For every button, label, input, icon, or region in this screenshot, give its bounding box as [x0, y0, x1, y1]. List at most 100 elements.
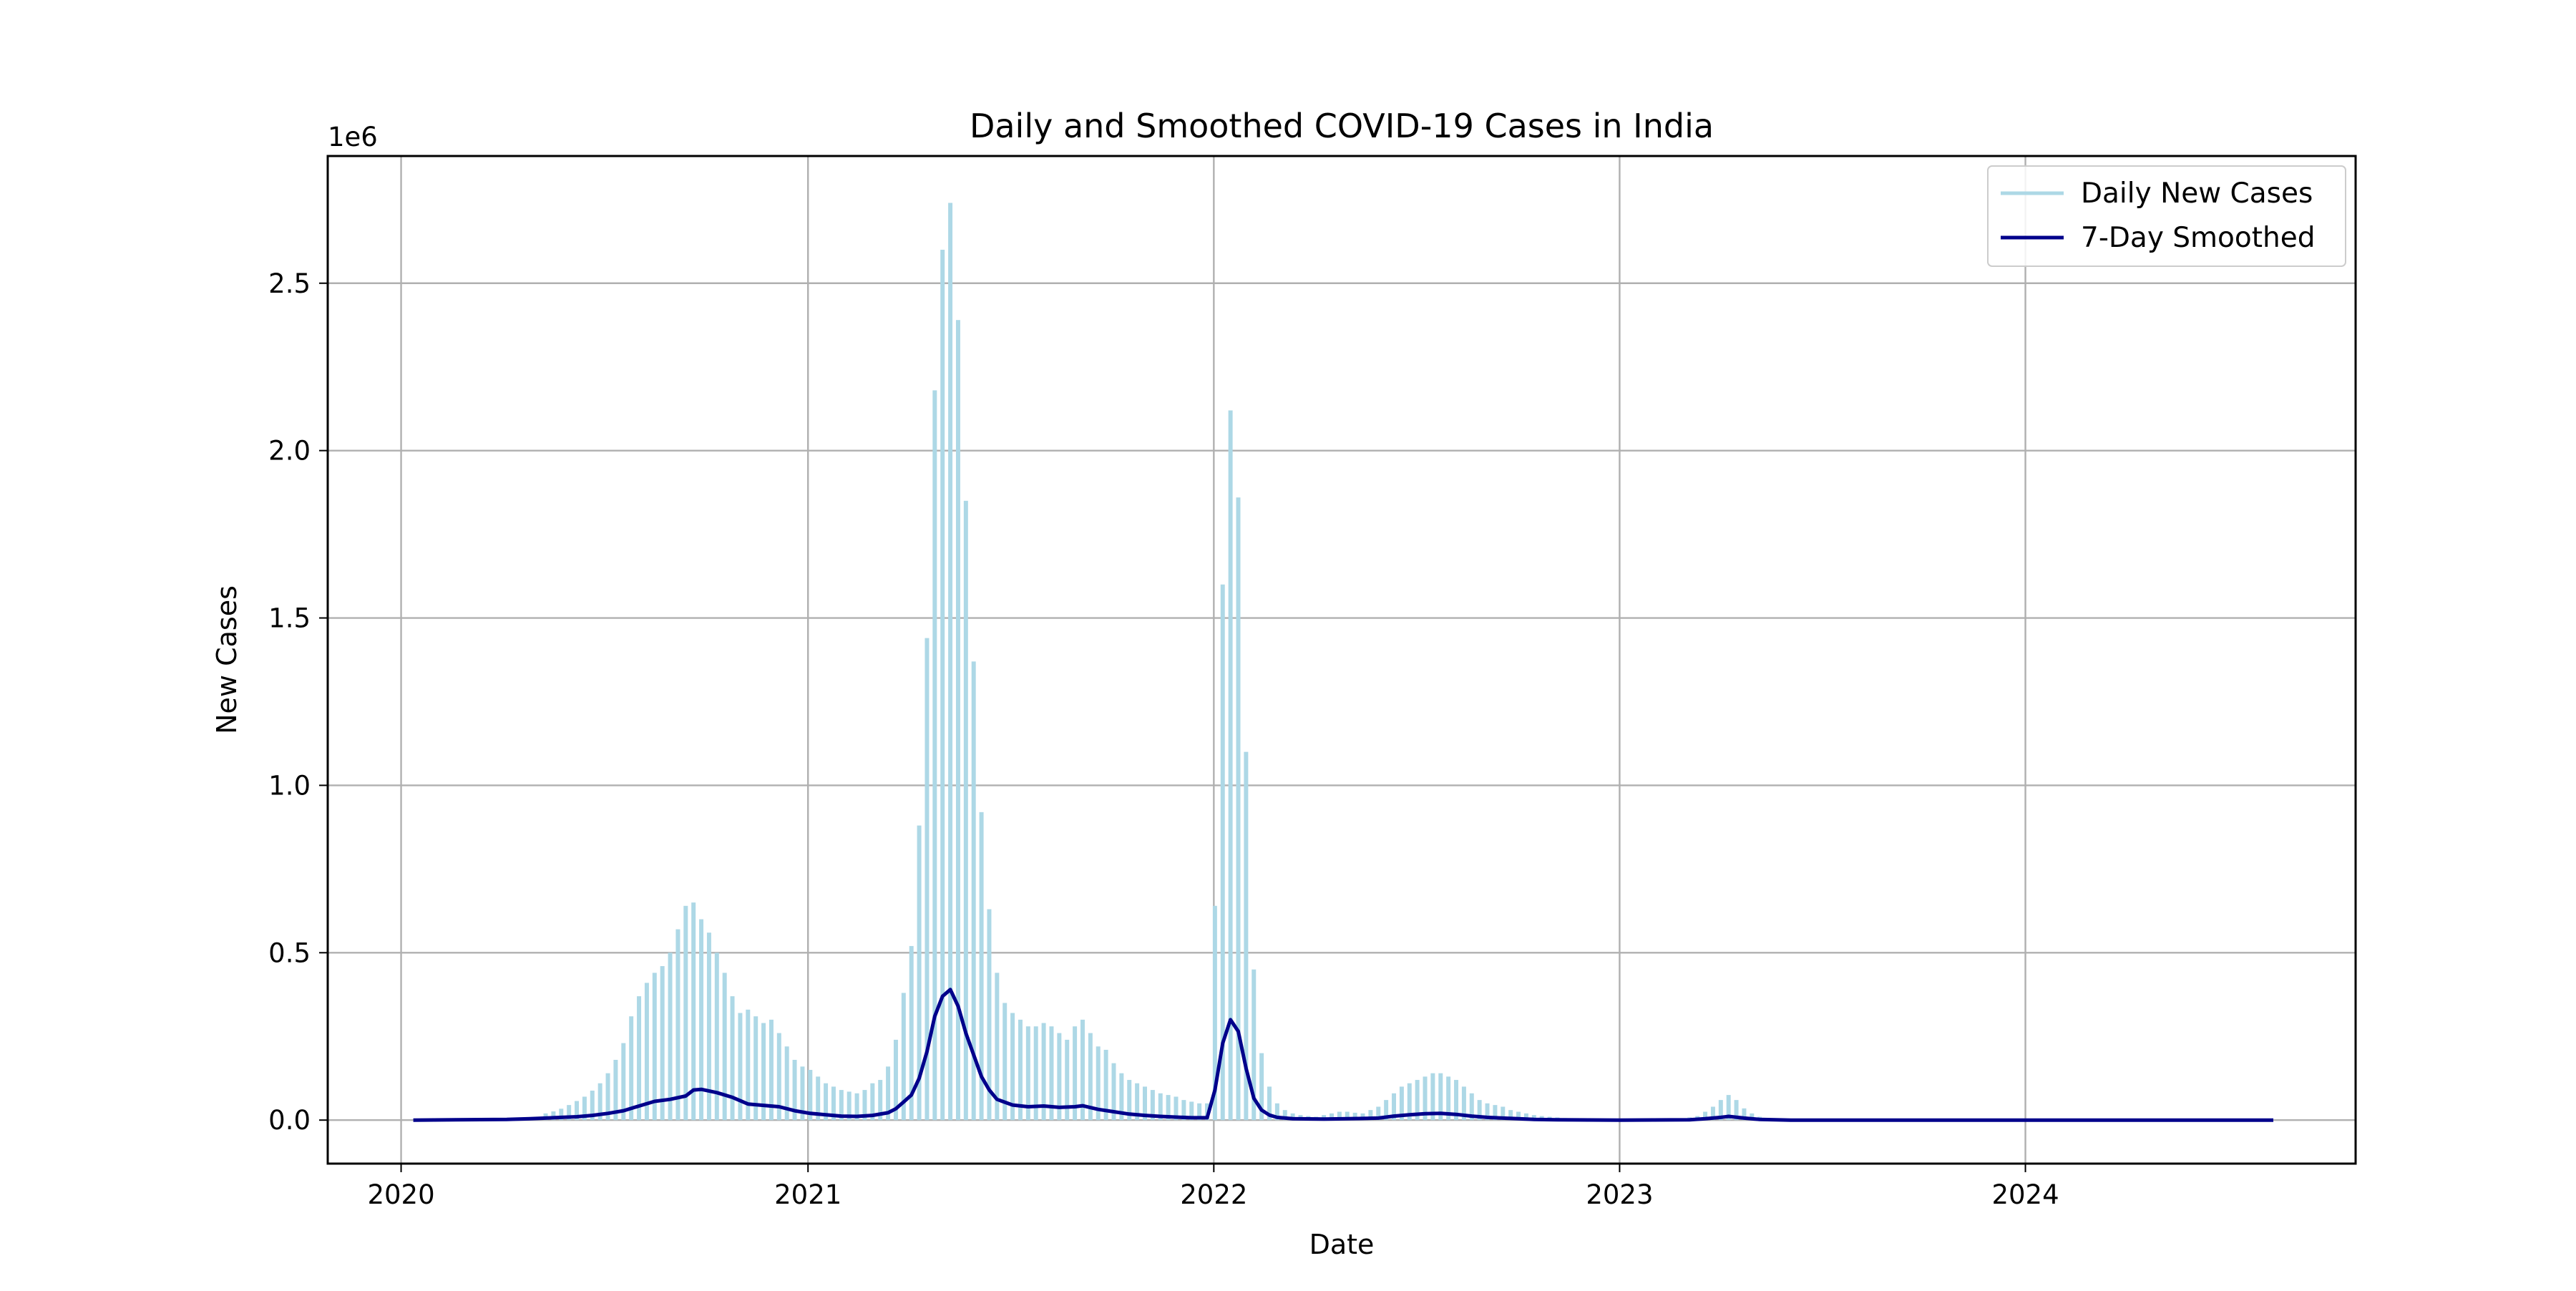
daily-bar	[738, 1013, 743, 1121]
daily-bar	[1189, 1101, 1194, 1121]
daily-bar	[1150, 1090, 1155, 1121]
y-axis-label: New Cases	[211, 585, 243, 734]
daily-bar	[1197, 1103, 1202, 1121]
daily-bar	[575, 1101, 580, 1121]
y-offset-label: 1e6	[328, 122, 378, 152]
daily-bar	[971, 661, 976, 1121]
daily-bar	[1158, 1093, 1163, 1121]
legend-label-smoothed: 7-Day Smoothed	[2081, 222, 2316, 254]
daily-bar	[800, 1066, 805, 1121]
daily-bar	[1415, 1080, 1420, 1121]
daily-bar	[660, 966, 665, 1121]
daily-bar	[909, 945, 914, 1121]
daily-bar	[924, 638, 930, 1121]
grid-layer	[328, 156, 2356, 1164]
y-tick-label: 2.0	[268, 436, 311, 467]
daily-bar	[1290, 1113, 1295, 1121]
daily-bar	[1469, 1093, 1474, 1121]
daily-bar	[1010, 1013, 1015, 1121]
x-tick-label: 2022	[1180, 1179, 1247, 1210]
daily-bar	[730, 996, 735, 1121]
daily-bar	[1018, 1019, 1023, 1121]
daily-bar	[753, 1016, 758, 1121]
daily-bar	[1501, 1106, 1506, 1121]
daily-bar	[1461, 1086, 1466, 1121]
daily-bar	[1080, 1019, 1085, 1121]
daily-bar	[1049, 1026, 1054, 1121]
legend: Daily New Cases 7-Day Smoothed	[1987, 165, 2346, 267]
daily-bar	[1493, 1105, 1498, 1121]
daily-bar	[1073, 1026, 1078, 1121]
daily-bar	[1135, 1083, 1140, 1121]
daily-bar	[1259, 1053, 1264, 1121]
daily-bar	[776, 1033, 781, 1121]
y-tick-label: 2.5	[268, 268, 311, 299]
daily-bar	[1252, 969, 1257, 1121]
daily-bar	[1477, 1100, 1482, 1121]
daily-bar	[1166, 1095, 1171, 1121]
bars-layer	[543, 203, 1762, 1121]
daily-bar	[1399, 1086, 1404, 1121]
daily-bar	[1127, 1080, 1132, 1121]
daily-bar	[1531, 1115, 1536, 1121]
daily-bar	[1236, 497, 1241, 1121]
daily-bar	[621, 1043, 626, 1121]
daily-bar	[714, 953, 719, 1121]
ticks-layer: 2020 2021 2022 2023 2024 0.0 0.5 1.0 1.5 2.0 2.5	[268, 268, 2059, 1210]
daily-bar	[862, 1090, 867, 1121]
daily-bar	[847, 1091, 852, 1121]
daily-bar	[613, 1059, 618, 1121]
daily-bar	[668, 953, 673, 1121]
daily-bar	[551, 1111, 556, 1121]
daily-bar	[1002, 1003, 1008, 1121]
daily-bar	[995, 973, 1000, 1121]
daily-bar	[1376, 1106, 1381, 1121]
daily-bar	[1734, 1100, 1739, 1121]
daily-bar	[824, 1083, 829, 1121]
y-tick-label: 1.5	[268, 603, 311, 634]
daily-bar	[1516, 1111, 1521, 1121]
daily-bar	[1088, 1033, 1093, 1121]
daily-bar	[644, 983, 649, 1121]
daily-bar	[652, 973, 657, 1121]
daily-bar	[901, 993, 906, 1121]
daily-bar	[1454, 1080, 1459, 1121]
daily-bar	[1212, 905, 1217, 1121]
daily-bar	[816, 1076, 821, 1121]
daily-bar	[706, 932, 711, 1121]
daily-bar	[1523, 1113, 1528, 1121]
daily-bar	[831, 1086, 836, 1121]
daily-bar	[839, 1090, 844, 1121]
daily-bar	[1508, 1110, 1513, 1121]
daily-bar	[629, 1016, 634, 1121]
daily-bar	[940, 249, 945, 1121]
daily-bar	[1710, 1106, 1715, 1121]
daily-bar	[1485, 1103, 1490, 1121]
daily-bar	[1025, 1026, 1030, 1121]
daily-bar	[597, 1083, 602, 1121]
daily-bar	[1352, 1112, 1357, 1121]
daily-bar	[1111, 1063, 1116, 1121]
daily-bar	[1392, 1093, 1397, 1121]
daily-bar	[1446, 1076, 1451, 1121]
daily-bar	[683, 905, 688, 1121]
daily-bar	[854, 1093, 859, 1121]
daily-bar	[582, 1096, 587, 1121]
daily-bar	[932, 390, 937, 1121]
daily-bar	[699, 919, 704, 1121]
daily-bar	[1345, 1111, 1350, 1121]
daily-bar	[722, 973, 727, 1121]
daily-bar	[1742, 1108, 1747, 1121]
daily-bar	[1103, 1049, 1108, 1121]
daily-bar	[769, 1019, 774, 1121]
chart-title: Daily and Smoothed COVID-19 Cases in Ind…	[970, 107, 1714, 145]
daily-bar	[1430, 1073, 1435, 1121]
x-tick-label: 2021	[774, 1179, 841, 1210]
daily-bar	[637, 996, 642, 1121]
daily-bar	[792, 1059, 797, 1121]
x-tick-label: 2020	[367, 1179, 434, 1210]
daily-bar	[590, 1091, 595, 1121]
daily-bar	[559, 1109, 564, 1121]
y-tick-label: 0.5	[268, 937, 311, 968]
